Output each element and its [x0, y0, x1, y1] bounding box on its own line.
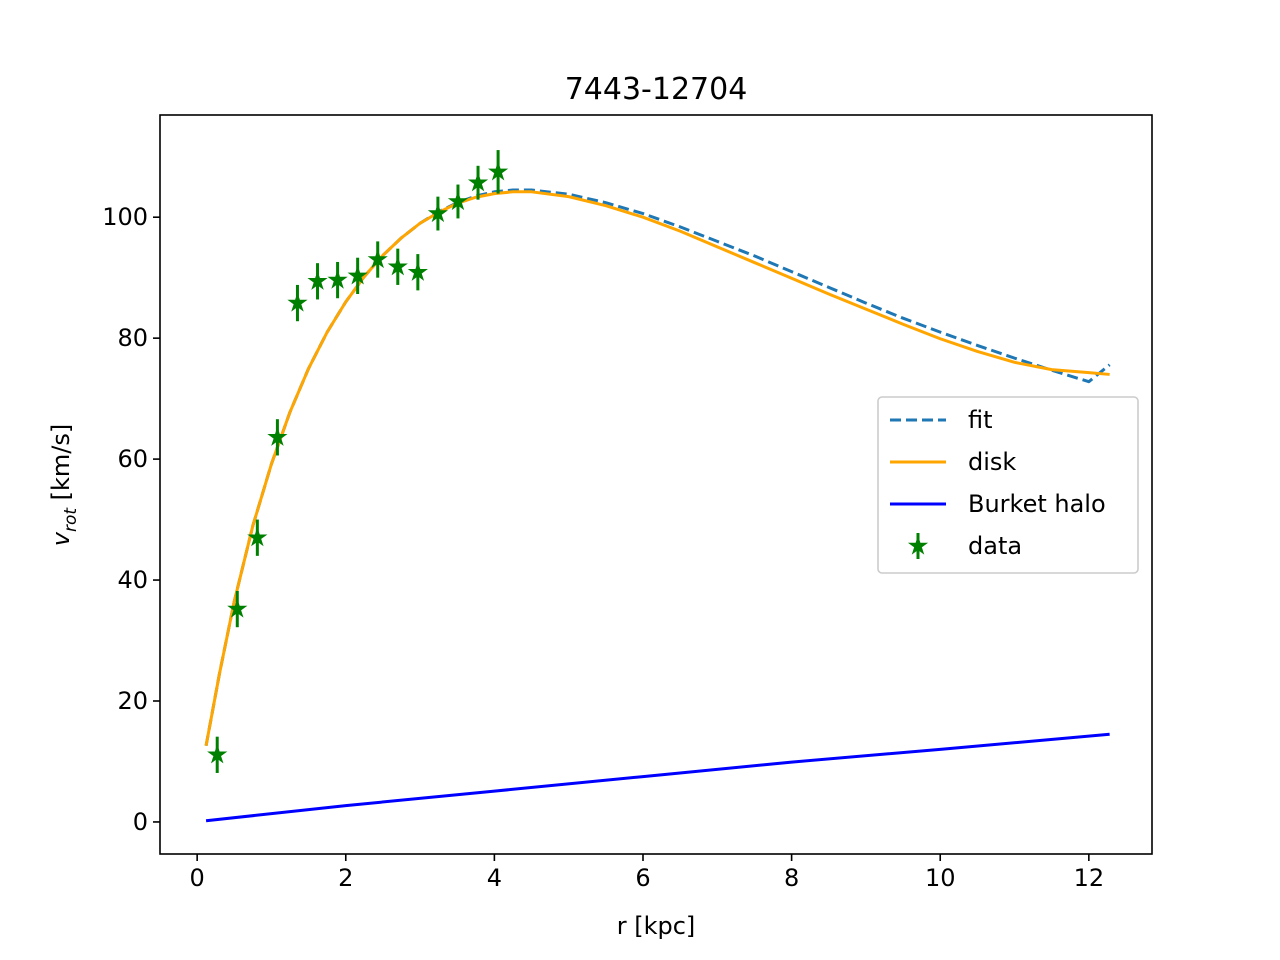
- x-tick-label: 0: [190, 864, 205, 892]
- y-tick-label: 0: [133, 808, 148, 836]
- x-axis-label: r [kpc]: [617, 912, 696, 940]
- y-tick-label: 40: [117, 566, 148, 594]
- data-point: [447, 190, 469, 211]
- series-data: [207, 150, 509, 773]
- y-axis-label-subscript: rot: [61, 507, 81, 532]
- data-point: [287, 292, 308, 312]
- data-point: [307, 270, 328, 290]
- x-tick-label: 4: [487, 864, 502, 892]
- y-tick-label: 20: [117, 687, 148, 715]
- legend-label: data: [968, 532, 1022, 560]
- y-axis-label-unit: [km/s]: [47, 424, 75, 508]
- legend-item-disk: disk: [890, 448, 1016, 476]
- y-axis-label: vrot [km/s]: [47, 424, 81, 547]
- data-point: [327, 269, 348, 289]
- legend-label: Burket halo: [968, 490, 1106, 518]
- data-point: [427, 202, 449, 223]
- series-line-burket-halo: [205, 732, 1110, 823]
- x-tick-label: 12: [1074, 864, 1105, 892]
- legend-item-data: data: [907, 532, 1022, 560]
- data-point: [488, 161, 509, 181]
- plot-area: [204, 150, 1111, 823]
- data-point: [387, 256, 408, 276]
- legend-item-burket-halo: Burket halo: [890, 490, 1106, 518]
- y-tick-label: 100: [102, 203, 148, 231]
- x-tick-label: 10: [925, 864, 956, 892]
- y-tick-label: 60: [117, 445, 148, 473]
- legend-label: fit: [968, 406, 993, 434]
- axes-frame: [159, 114, 1153, 855]
- x-tick-label: 8: [784, 864, 799, 892]
- legend-item-fit: fit: [890, 406, 993, 434]
- x-tick-label: 2: [338, 864, 353, 892]
- data-point: [207, 744, 228, 764]
- data-point: [227, 598, 248, 618]
- data-point: [247, 527, 268, 547]
- legend: fit disk Burket halo data: [877, 396, 1139, 574]
- legend-marker: [907, 535, 929, 555]
- data-point: [407, 261, 428, 281]
- data-point: [367, 248, 388, 269]
- chart-title: 7443-12704: [565, 72, 748, 107]
- y-axis-label-main: v: [47, 531, 75, 546]
- y-tick-label: 80: [117, 324, 148, 352]
- legend-label: disk: [968, 448, 1016, 476]
- data-point: [267, 426, 288, 446]
- axis-ticks: 0 2 4 6 8 10 12 0 20 40 60 80 100: [102, 203, 1104, 892]
- legend-box: [877, 396, 1139, 574]
- x-tick-label: 6: [635, 864, 650, 892]
- series-line-disk: [204, 190, 1110, 747]
- data-point: [347, 265, 368, 285]
- data-point: [467, 172, 489, 192]
